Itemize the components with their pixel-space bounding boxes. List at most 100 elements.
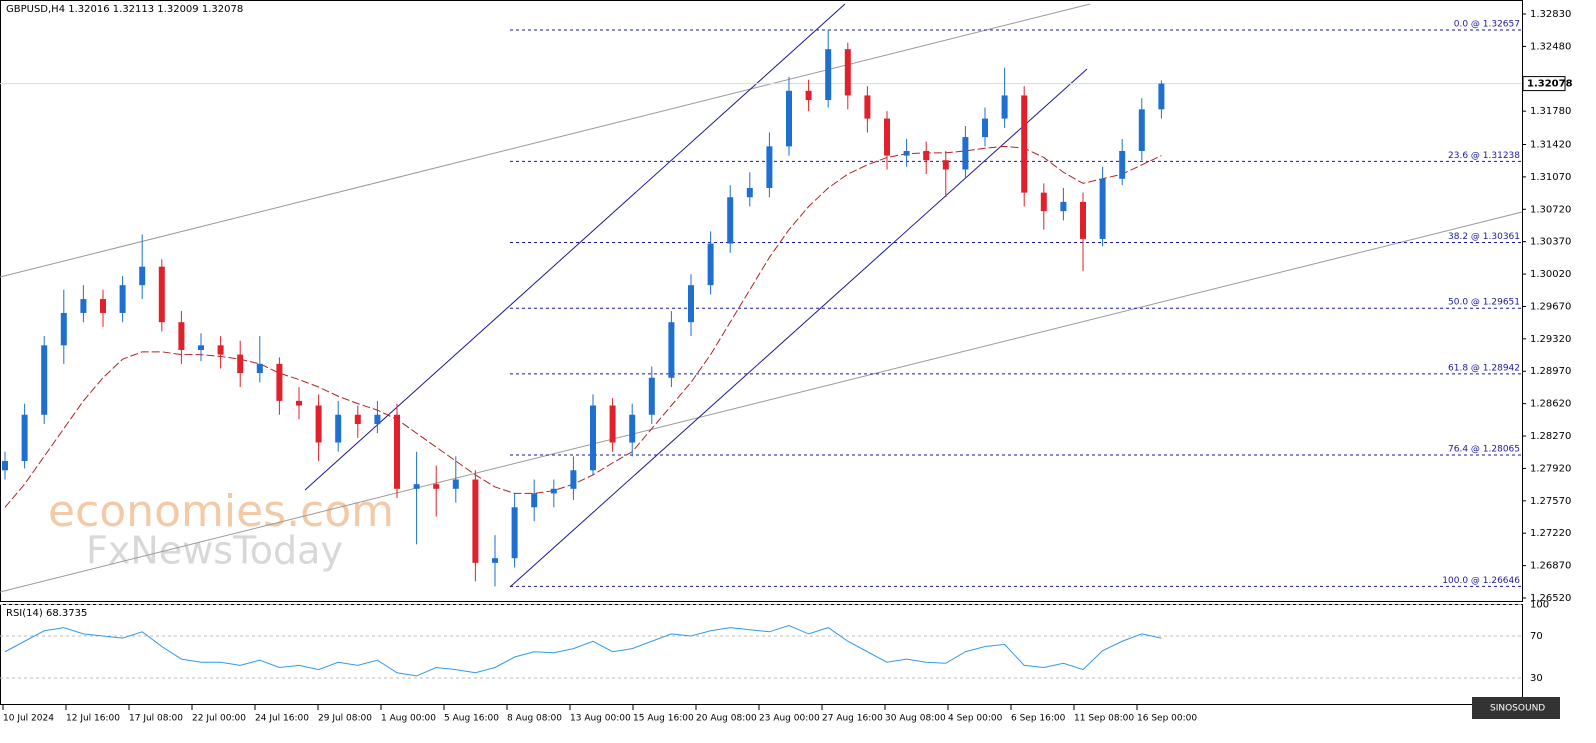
candle-body — [982, 118, 988, 138]
candle-body — [119, 285, 126, 313]
candle-body — [1060, 201, 1067, 212]
candle-body — [296, 400, 302, 406]
y-tick-label: 1.26520 — [1530, 593, 1571, 604]
x-tick-label: 27 Aug 16:00 — [822, 714, 883, 724]
y-tick-label: 1.32830 — [1530, 9, 1571, 20]
candle-body — [100, 299, 106, 313]
candle-body — [942, 160, 949, 170]
fib-label: 50.0 @ 1.29651 — [1448, 298, 1520, 308]
candle-body — [805, 90, 812, 101]
candle-body — [570, 470, 577, 489]
candle-body — [1001, 95, 1008, 119]
candle-body — [609, 405, 616, 443]
candle-body — [688, 285, 694, 323]
candle-body — [727, 197, 734, 244]
channel-line — [304, 3, 846, 491]
candle-body — [903, 150, 910, 156]
candle-body — [1080, 201, 1086, 239]
candle-body — [158, 266, 165, 323]
channel-line — [0, 3, 1091, 278]
candle-body — [354, 414, 361, 425]
candle-body — [21, 414, 28, 462]
x-tick-label: 29 Jul 08:00 — [318, 714, 372, 724]
chart-title: GBPUSD,H4 1.32016 1.32113 1.32009 1.3207… — [6, 4, 243, 15]
candle-body — [786, 90, 792, 147]
fib-label: 61.8 @ 1.28942 — [1448, 363, 1520, 373]
candle-body — [766, 146, 773, 188]
badge — [1472, 697, 1560, 719]
x-tick-label: 20 Aug 08:00 — [696, 714, 757, 724]
candle-body — [707, 243, 714, 286]
candle-body — [825, 49, 832, 101]
x-tick-label: 17 Jul 08:00 — [129, 714, 183, 724]
candle-body — [1040, 192, 1047, 212]
x-tick-label: 22 Jul 00:00 — [192, 714, 246, 724]
rsi-tick-label: 100 — [1530, 600, 1549, 611]
candle-body — [335, 414, 342, 443]
candle-body — [413, 484, 420, 489]
main-panel — [0, 0, 1523, 602]
current-price-box — [1522, 76, 1566, 92]
y-tick-label: 1.31780 — [1530, 106, 1571, 117]
candle-body — [1138, 109, 1145, 151]
candle-body — [864, 95, 871, 119]
candle-body — [433, 484, 440, 489]
candle-body — [198, 345, 204, 350]
watermark: economies.com — [48, 486, 394, 537]
candle-body — [590, 405, 596, 471]
y-tick-label: 1.28270 — [1530, 431, 1571, 442]
y-tick-label: 1.30020 — [1530, 269, 1571, 280]
x-tick-label: 6 Sep 16:00 — [1011, 714, 1066, 724]
fib-label: 23.6 @ 1.31238 — [1448, 151, 1520, 161]
candle-body — [452, 479, 459, 489]
y-tick-label: 1.32480 — [1530, 41, 1571, 52]
candle-body — [550, 488, 557, 494]
fib-label: 100.0 @ 1.26646 — [1442, 576, 1520, 586]
x-tick-label: 24 Jul 16:00 — [255, 714, 309, 724]
candle-body — [884, 118, 890, 156]
candle-body — [139, 266, 146, 286]
candle-body — [472, 479, 479, 563]
x-tick-label: 13 Aug 00:00 — [570, 714, 631, 724]
watermark: FxNewsToday — [86, 529, 343, 573]
candle-body — [1021, 95, 1028, 193]
x-tick-label: 11 Sep 08:00 — [1074, 714, 1134, 724]
candle-body — [80, 299, 87, 313]
candle-body — [60, 312, 67, 346]
y-tick-label: 1.30720 — [1530, 204, 1571, 215]
y-tick-label: 1.29320 — [1530, 334, 1571, 345]
candle-body — [648, 377, 655, 415]
candle-body — [178, 322, 185, 350]
candle-body — [217, 345, 224, 355]
candle-body — [492, 558, 498, 563]
candle-body — [531, 493, 538, 508]
y-tick-label: 1.31420 — [1530, 139, 1571, 150]
y-tick-label: 1.27920 — [1530, 463, 1571, 474]
candle-body — [668, 322, 675, 378]
candle-body — [1158, 83, 1165, 110]
fib-label: 38.2 @ 1.30361 — [1448, 232, 1520, 242]
channel-line — [509, 68, 1088, 588]
x-tick-label: 8 Aug 08:00 — [507, 714, 562, 724]
candle-body — [1099, 178, 1106, 239]
candle-body — [844, 49, 851, 96]
badge-text: SINOSOUND — [1490, 704, 1545, 714]
fib-label: 0.0 @ 1.32657 — [1454, 20, 1520, 30]
y-tick-label: 1.28620 — [1530, 399, 1571, 410]
y-tick-label: 1.29670 — [1530, 301, 1571, 312]
candle-body — [629, 414, 636, 443]
current-price-label: 1.32078 — [1527, 79, 1573, 90]
candle-body — [923, 150, 930, 161]
x-tick-label: 4 Sep 00:00 — [948, 714, 1003, 724]
rsi-panel — [0, 604, 1523, 705]
x-tick-label: 30 Aug 08:00 — [885, 714, 946, 724]
rsi-line — [4, 624, 1162, 677]
rsi-tick-label: 30 — [1530, 673, 1543, 684]
candle-body — [276, 363, 283, 401]
rsi-tick-label: 70 — [1530, 631, 1543, 642]
candle-body — [2, 461, 8, 471]
y-tick-label: 1.27220 — [1530, 528, 1571, 539]
candle-body — [962, 137, 969, 170]
x-tick-label: 10 Jul 2024 — [3, 714, 54, 724]
